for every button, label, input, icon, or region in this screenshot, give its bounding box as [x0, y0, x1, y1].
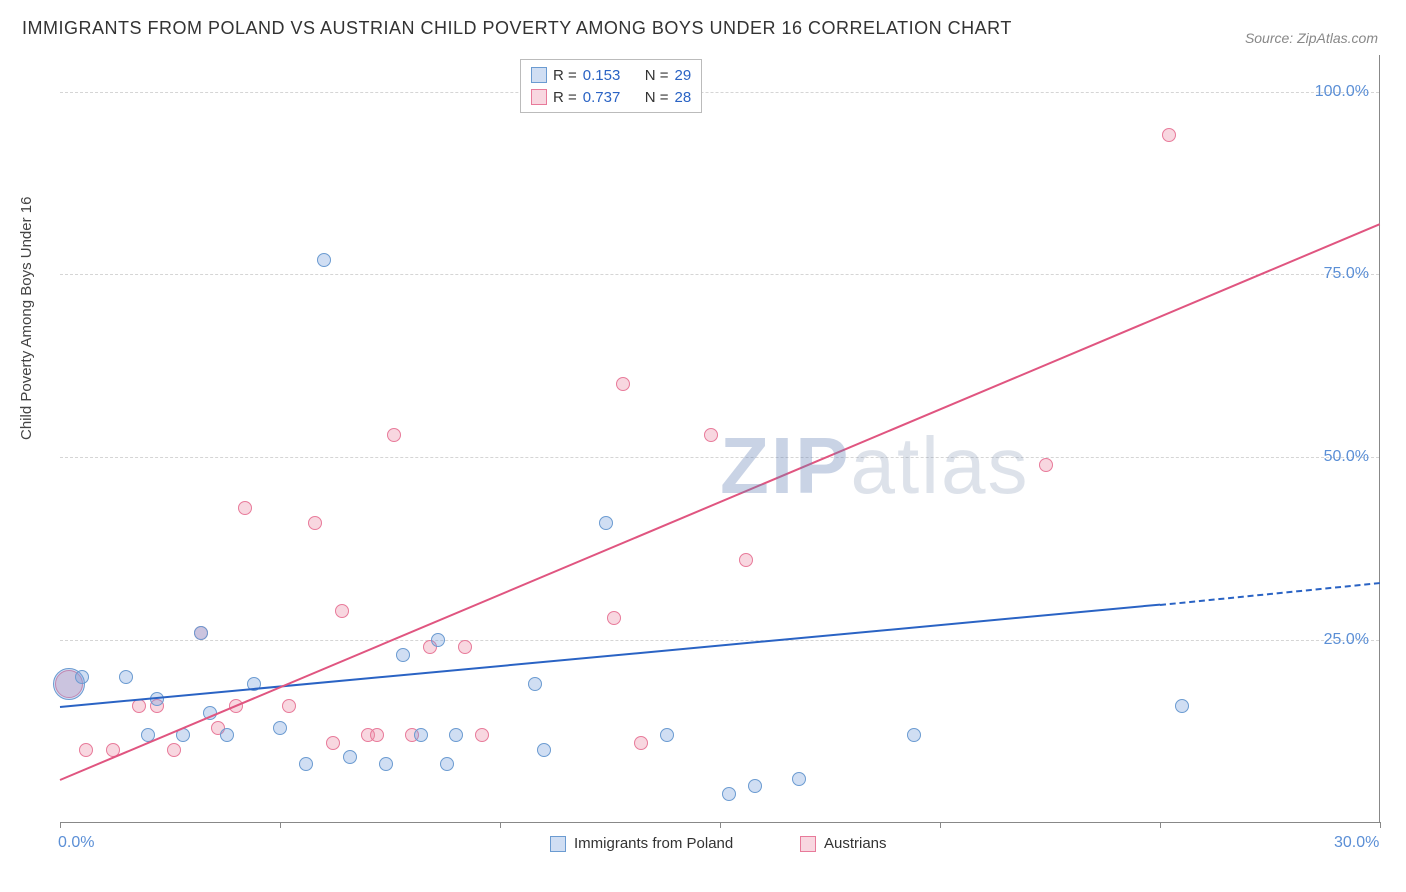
legend-swatch: [800, 836, 816, 852]
data-point-austrians: [704, 428, 718, 442]
chart-title: IMMIGRANTS FROM POLAND VS AUSTRIAN CHILD…: [22, 18, 1012, 39]
data-point-poland: [396, 648, 410, 662]
y-axis-label: Child Poverty Among Boys Under 16: [18, 197, 35, 440]
data-point-poland: [907, 728, 921, 742]
data-point-austrians: [370, 728, 384, 742]
data-point-poland: [599, 516, 613, 530]
gridline: [60, 92, 1379, 93]
r-value: 0.737: [583, 89, 631, 106]
legend-item-austrians: Austrians: [800, 835, 887, 852]
x-tick-label: 30.0%: [1334, 834, 1379, 852]
y-tick-label: 100.0%: [1315, 83, 1369, 101]
n-label: N =: [645, 67, 669, 84]
legend-swatch: [531, 67, 547, 83]
data-point-austrians: [475, 728, 489, 742]
data-point-austrians: [739, 553, 753, 567]
data-point-poland: [194, 626, 208, 640]
data-point-poland: [414, 728, 428, 742]
data-point-austrians: [616, 377, 630, 391]
legend-swatch: [531, 89, 547, 105]
data-point-poland: [1175, 699, 1189, 713]
data-point-austrians: [607, 611, 621, 625]
data-point-poland: [343, 750, 357, 764]
legend-label: Immigrants from Poland: [574, 835, 733, 852]
data-point-poland: [273, 721, 287, 735]
data-point-poland: [449, 728, 463, 742]
data-point-poland: [660, 728, 674, 742]
source-label: Source: ZipAtlas.com: [1245, 30, 1378, 46]
trend-line: [1160, 582, 1380, 606]
data-point-poland: [748, 779, 762, 793]
data-point-poland: [379, 757, 393, 771]
x-tick: [280, 822, 281, 828]
data-point-austrians: [79, 743, 93, 757]
gridline: [60, 274, 1379, 275]
data-point-austrians: [458, 640, 472, 654]
data-point-austrians: [308, 516, 322, 530]
plot-area: 25.0%50.0%75.0%100.0%0.0%30.0%R =0.153N …: [60, 55, 1380, 823]
data-point-poland: [220, 728, 234, 742]
data-point-poland: [431, 633, 445, 647]
data-point-austrians: [326, 736, 340, 750]
data-point-austrians: [634, 736, 648, 750]
data-point-poland: [722, 787, 736, 801]
legend-item-poland: Immigrants from Poland: [550, 835, 733, 852]
trend-line: [60, 223, 1381, 781]
n-value: 28: [675, 89, 692, 106]
data-point-poland: [537, 743, 551, 757]
data-point-austrians: [1039, 458, 1053, 472]
y-tick-label: 25.0%: [1324, 631, 1369, 649]
n-value: 29: [675, 67, 692, 84]
x-tick: [1160, 822, 1161, 828]
data-point-austrians: [238, 501, 252, 515]
x-tick: [720, 822, 721, 828]
data-point-poland: [528, 677, 542, 691]
data-point-poland: [792, 772, 806, 786]
stats-legend-row: R = 0.737 N = 28: [531, 86, 691, 108]
legend-swatch: [550, 836, 566, 852]
y-tick-label: 75.0%: [1324, 265, 1369, 283]
y-tick-label: 50.0%: [1324, 448, 1369, 466]
data-point-poland: [317, 253, 331, 267]
x-tick: [60, 822, 61, 828]
data-point-poland: [440, 757, 454, 771]
data-point-poland: [75, 670, 89, 684]
r-value: 0.153: [583, 67, 631, 84]
r-label: R =: [553, 89, 577, 106]
n-label: N =: [645, 89, 669, 106]
stats-legend: R = 0.153 N = 29 R = 0.737 N = 28: [520, 59, 702, 113]
data-point-austrians: [387, 428, 401, 442]
x-tick: [1380, 822, 1381, 828]
legend-label: Austrians: [824, 835, 887, 852]
stats-legend-row: R = 0.153 N = 29: [531, 64, 691, 86]
x-tick: [500, 822, 501, 828]
data-point-austrians: [167, 743, 181, 757]
r-label: R =: [553, 67, 577, 84]
x-tick-label: 0.0%: [58, 834, 94, 852]
data-point-austrians: [335, 604, 349, 618]
gridline: [60, 457, 1379, 458]
data-point-poland: [119, 670, 133, 684]
x-tick: [940, 822, 941, 828]
gridline: [60, 640, 1379, 641]
data-point-austrians: [1162, 128, 1176, 142]
data-point-poland: [299, 757, 313, 771]
data-point-austrians: [282, 699, 296, 713]
